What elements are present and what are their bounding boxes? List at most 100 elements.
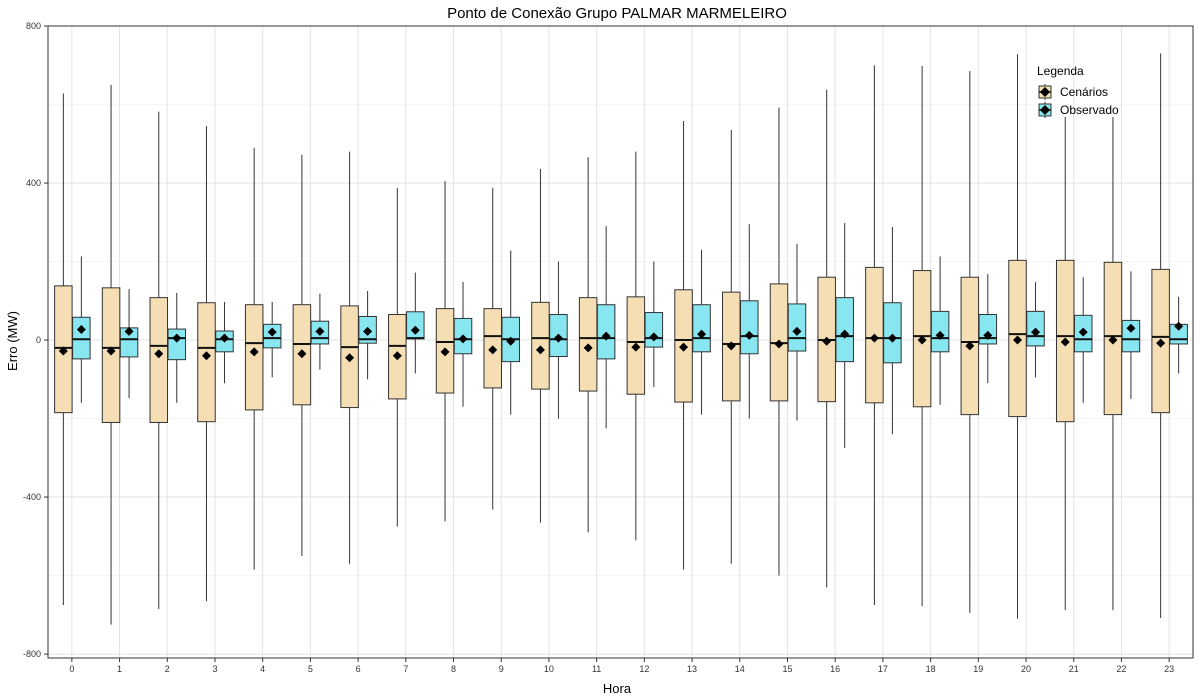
box-cenários-7 [388, 188, 407, 527]
box-observado-6 [358, 290, 377, 380]
mean-point [935, 330, 945, 340]
mean-point [506, 336, 516, 346]
box-cenários-18 [912, 66, 932, 607]
box-body [244, 304, 264, 411]
mean-point [965, 341, 975, 351]
box-observado-11 [596, 226, 616, 429]
x-tick-label: 8 [451, 664, 456, 674]
box-cenários-15 [769, 107, 789, 576]
box-cenários-1 [101, 84, 121, 625]
x-tick-label: 1 [117, 664, 122, 674]
x-tick-label: 22 [1116, 664, 1126, 674]
chart-title: Ponto de Conexão Grupo PALMAR MARMELEIRO [447, 5, 787, 22]
mean-point [106, 346, 116, 356]
box-cenários-0 [54, 93, 73, 606]
x-tick-label: 10 [544, 664, 554, 674]
box-body [149, 297, 169, 423]
mean-point [201, 351, 211, 361]
mean-point [917, 335, 927, 345]
mean-point [697, 329, 707, 339]
box-observado-21 [1073, 277, 1093, 403]
box-observado-19 [978, 274, 998, 384]
mean-point [601, 331, 611, 341]
mean-point [219, 333, 229, 343]
mean-point [392, 351, 402, 361]
x-tick-label: 7 [403, 664, 408, 674]
legend-key-mean [1040, 87, 1050, 97]
box-observado-16 [835, 223, 854, 448]
x-tick-label: 13 [687, 664, 697, 674]
mean-point [297, 349, 307, 359]
x-tick-label: 0 [69, 664, 74, 674]
box-cenários-3 [197, 126, 216, 602]
y-tick-label: 0 [36, 335, 41, 345]
box-body [978, 314, 998, 345]
x-tick-label: 15 [782, 664, 792, 674]
mean-point [869, 333, 879, 343]
mean-point [172, 333, 182, 343]
box-observado-13 [692, 249, 711, 415]
mean-point [124, 326, 134, 336]
plot-panel [48, 26, 1193, 658]
box-observado-2 [167, 292, 187, 403]
legend-item-observado: Observado [1038, 102, 1119, 118]
box-body [835, 297, 854, 363]
mean-point [792, 326, 802, 336]
box-observado-12 [644, 261, 664, 388]
mean-point [488, 345, 498, 355]
x-axis-title: Hora [603, 681, 632, 696]
legend-key-mean [1040, 105, 1050, 115]
legend: Legenda Cenários Observado [1037, 64, 1119, 118]
plot-border [47, 25, 1194, 659]
box-body [406, 311, 425, 340]
mean-point [1156, 338, 1166, 348]
box-body [692, 304, 711, 353]
box-cenários-4 [244, 147, 264, 570]
box-observado-10 [549, 261, 568, 419]
mean-point [822, 336, 832, 346]
box-observado-4 [262, 301, 282, 378]
box-cenários-10 [531, 168, 550, 523]
box-body [197, 302, 216, 423]
y-tick-label: 400 [26, 178, 41, 188]
box-observado-14 [740, 224, 759, 419]
box-cenários-11 [578, 157, 598, 533]
legend-label: Cenários [1060, 85, 1108, 99]
box-cenários-12 [626, 151, 646, 541]
mean-point [267, 327, 277, 337]
box-body [644, 312, 664, 348]
box-observado-3 [215, 301, 234, 384]
mean-point [726, 341, 736, 351]
box-observado-9 [501, 250, 520, 415]
x-tick-label: 19 [973, 664, 983, 674]
box-cenários-13 [674, 120, 693, 570]
box-cenários-16 [817, 89, 836, 588]
box-cenários-21 [1055, 117, 1075, 611]
mean-point [1078, 327, 1088, 337]
boxes [54, 53, 1188, 625]
mean-point [774, 339, 784, 349]
box-observado-18 [930, 256, 950, 405]
x-tick-label: 4 [260, 664, 265, 674]
x-tick-label: 16 [830, 664, 840, 674]
mean-point [1013, 335, 1023, 345]
x-tick-label: 21 [1069, 664, 1079, 674]
x-tick-label: 6 [356, 664, 361, 674]
x-tick-label: 12 [639, 664, 649, 674]
y-tick-label: -800 [23, 649, 41, 659]
box-observado-5 [310, 293, 330, 370]
x-tick-label: 9 [499, 664, 504, 674]
mean-point [1060, 337, 1070, 347]
box-observado-8 [453, 281, 473, 407]
mean-point [440, 347, 450, 357]
x-tick-label: 20 [1021, 664, 1031, 674]
x-tick-label: 5 [308, 664, 313, 674]
mean-point [553, 333, 563, 343]
mean-point [410, 325, 420, 335]
mean-point [631, 342, 641, 352]
box-body [883, 302, 902, 364]
mean-point [315, 326, 325, 336]
mean-point [363, 326, 373, 336]
box-cenários-5 [292, 154, 312, 556]
